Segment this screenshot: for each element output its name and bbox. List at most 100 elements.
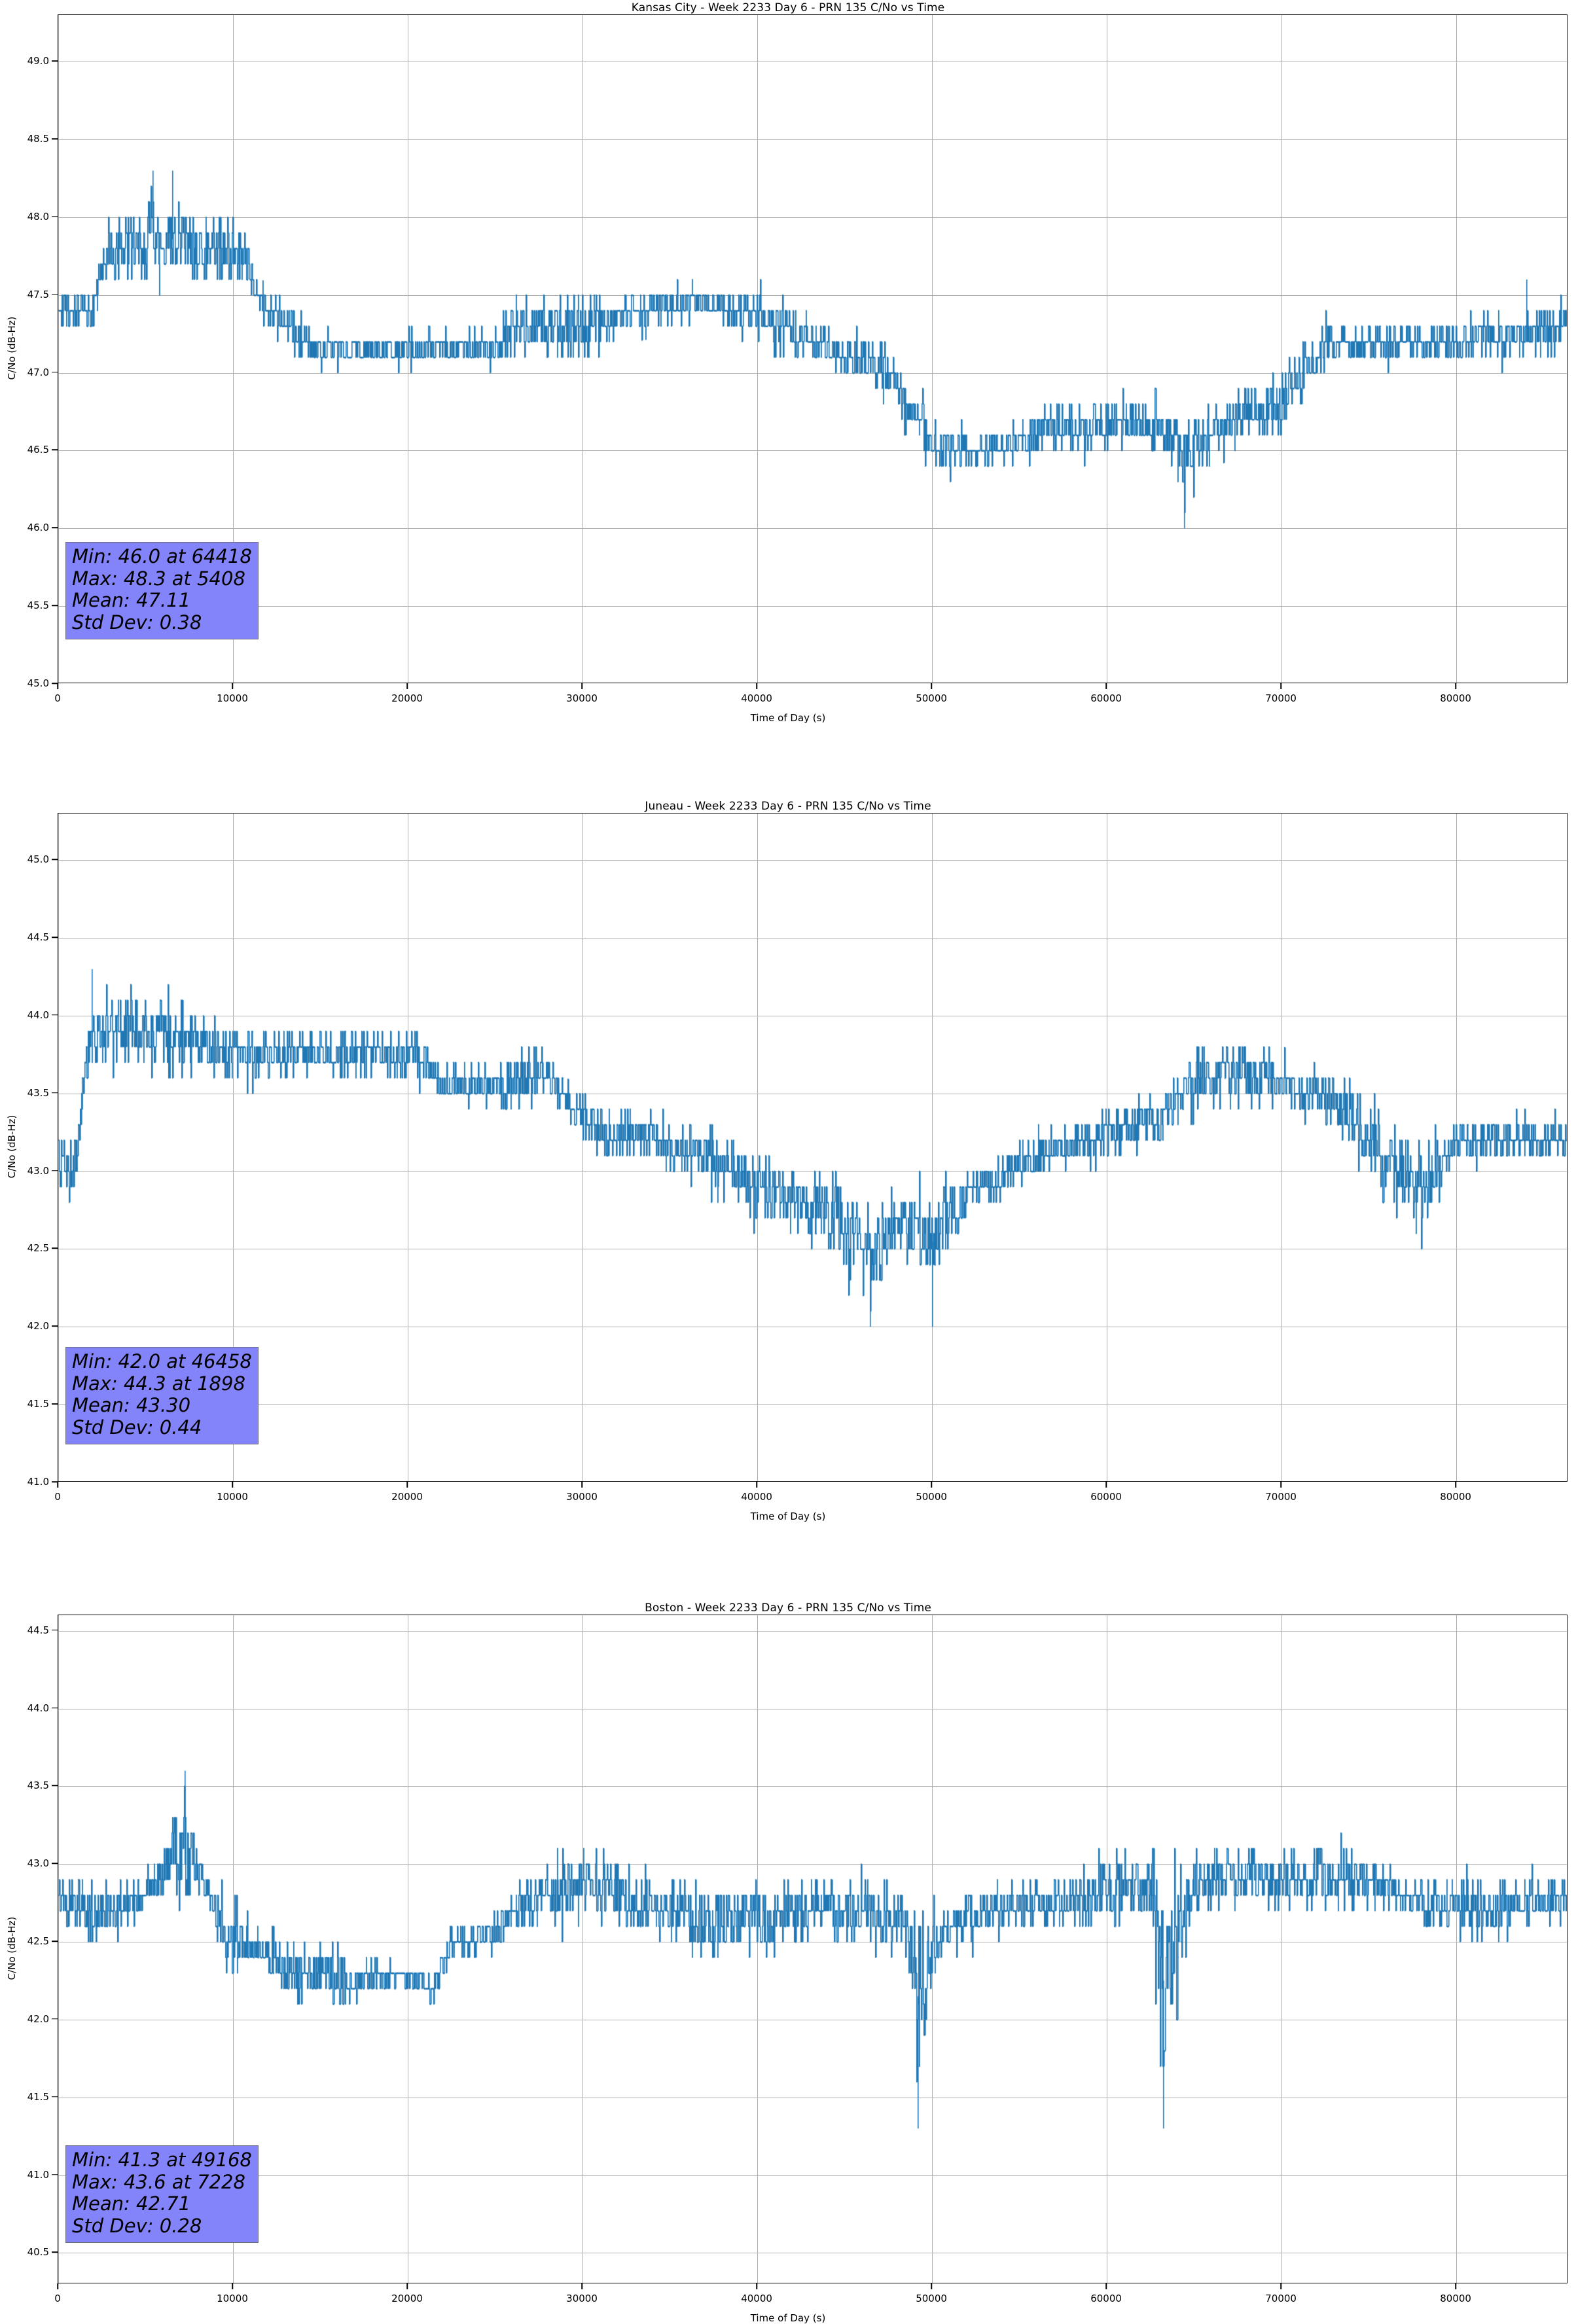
x-tick-label: 70000 bbox=[1265, 1491, 1297, 1503]
data-series-trace bbox=[58, 1615, 1567, 2283]
chart-title: Boston - Week 2233 Day 6 - PRN 135 C/No … bbox=[645, 1601, 931, 1615]
y-tick-label: 42.5 bbox=[27, 1935, 49, 1948]
y-tick-label: 41.0 bbox=[27, 2168, 49, 2181]
y-tick-mark bbox=[52, 2096, 58, 2098]
x-tick-label: 80000 bbox=[1440, 692, 1471, 704]
y-tick-label: 47.0 bbox=[27, 366, 49, 378]
x-tick-mark bbox=[1455, 683, 1456, 689]
y-tick-label: 46.5 bbox=[27, 444, 49, 456]
y-tick-mark bbox=[52, 1940, 58, 1942]
x-tick-label: 0 bbox=[54, 692, 61, 704]
x-tick-label: 0 bbox=[54, 2293, 61, 2304]
x-tick-label: 40000 bbox=[741, 1491, 772, 1503]
y-tick-mark bbox=[52, 1863, 58, 1865]
y-tick-mark bbox=[52, 1707, 58, 1709]
x-tick-label: 50000 bbox=[916, 2293, 947, 2304]
y-tick-label: 47.5 bbox=[27, 288, 49, 300]
x-tick-label: 30000 bbox=[566, 692, 598, 704]
y-tick-label: 42.0 bbox=[27, 1320, 49, 1332]
y-tick-label: 48.5 bbox=[27, 133, 49, 145]
data-series-trace bbox=[58, 813, 1567, 1481]
x-tick-mark bbox=[57, 683, 58, 689]
x-tick-label: 70000 bbox=[1265, 692, 1297, 704]
x-tick-mark bbox=[57, 1482, 58, 1488]
y-axis-label: C/No (dB-Hz) bbox=[6, 1115, 18, 1179]
x-tick-mark bbox=[406, 2283, 408, 2289]
x-tick-mark bbox=[1105, 683, 1107, 689]
y-tick-mark bbox=[52, 371, 58, 373]
x-tick-label: 60000 bbox=[1090, 1491, 1122, 1503]
x-tick-mark bbox=[581, 2283, 582, 2289]
x-tick-label: 40000 bbox=[741, 2293, 772, 2304]
axes-frame bbox=[58, 14, 1567, 683]
y-tick-mark bbox=[52, 1325, 58, 1327]
y-axis-label: C/No (dB-Hz) bbox=[6, 316, 18, 380]
x-tick-label: 10000 bbox=[217, 1491, 248, 1503]
y-tick-label: 41.0 bbox=[27, 1476, 49, 1488]
y-tick-mark bbox=[52, 859, 58, 861]
y-tick-mark bbox=[52, 527, 58, 529]
x-tick-mark bbox=[1280, 1482, 1281, 1488]
x-tick-mark bbox=[931, 2283, 932, 2289]
x-tick-mark bbox=[232, 1482, 233, 1488]
y-tick-mark bbox=[52, 1014, 58, 1016]
y-tick-label: 45.0 bbox=[27, 677, 49, 689]
x-tick-label: 60000 bbox=[1090, 2293, 1122, 2304]
x-tick-mark bbox=[931, 683, 932, 689]
y-tick-mark bbox=[52, 1170, 58, 1171]
y-tick-mark bbox=[52, 1092, 58, 1094]
x-axis-label: Time of Day (s) bbox=[750, 2312, 826, 2324]
x-tick-label: 30000 bbox=[566, 1491, 598, 1503]
y-tick-mark bbox=[52, 683, 58, 684]
x-tick-mark bbox=[756, 1482, 757, 1488]
x-tick-mark bbox=[931, 1482, 932, 1488]
axes-frame bbox=[58, 813, 1567, 1482]
y-tick-label: 43.0 bbox=[27, 1857, 49, 1870]
y-tick-label: 42.0 bbox=[27, 2012, 49, 2025]
x-tick-mark bbox=[756, 683, 757, 689]
y-tick-mark bbox=[52, 1785, 58, 1787]
x-tick-label: 30000 bbox=[566, 2293, 598, 2304]
x-tick-label: 60000 bbox=[1090, 692, 1122, 704]
y-tick-label: 44.0 bbox=[27, 1702, 49, 1714]
y-axis-label: C/No (dB-Hz) bbox=[6, 1916, 18, 1980]
x-tick-label: 20000 bbox=[391, 1491, 423, 1503]
x-tick-mark bbox=[406, 1482, 408, 1488]
y-tick-mark bbox=[52, 449, 58, 451]
x-tick-label: 10000 bbox=[217, 692, 248, 704]
x-tick-mark bbox=[581, 683, 582, 689]
axes-frame bbox=[58, 1615, 1567, 2283]
y-tick-label: 44.5 bbox=[27, 931, 49, 944]
y-tick-mark bbox=[52, 1247, 58, 1249]
x-tick-label: 20000 bbox=[391, 692, 423, 704]
chart-title: Juneau - Week 2233 Day 6 - PRN 135 C/No … bbox=[645, 800, 931, 813]
x-tick-label: 70000 bbox=[1265, 2293, 1297, 2304]
x-tick-mark bbox=[1105, 1482, 1107, 1488]
x-tick-label: 80000 bbox=[1440, 1491, 1471, 1503]
y-tick-mark bbox=[52, 294, 58, 295]
y-tick-label: 41.5 bbox=[27, 2090, 49, 2103]
x-tick-label: 80000 bbox=[1440, 2293, 1471, 2304]
x-tick-mark bbox=[581, 1482, 582, 1488]
x-tick-mark bbox=[406, 683, 408, 689]
y-tick-mark bbox=[52, 216, 58, 217]
x-tick-mark bbox=[232, 2283, 233, 2289]
y-tick-label: 44.5 bbox=[27, 1624, 49, 1636]
y-tick-mark bbox=[52, 2018, 58, 2020]
y-tick-mark bbox=[52, 1481, 58, 1482]
x-tick-mark bbox=[1455, 2283, 1456, 2289]
x-axis-label: Time of Day (s) bbox=[750, 712, 826, 724]
y-tick-label: 49.0 bbox=[27, 55, 49, 67]
x-tick-label: 40000 bbox=[741, 692, 772, 704]
x-tick-mark bbox=[1280, 2283, 1281, 2289]
y-tick-label: 43.0 bbox=[27, 1164, 49, 1177]
y-tick-label: 44.0 bbox=[27, 1009, 49, 1021]
y-tick-mark bbox=[52, 138, 58, 139]
y-tick-mark bbox=[52, 1630, 58, 1631]
y-tick-mark bbox=[52, 937, 58, 938]
x-tick-label: 0 bbox=[54, 1491, 61, 1503]
x-tick-mark bbox=[1105, 2283, 1107, 2289]
